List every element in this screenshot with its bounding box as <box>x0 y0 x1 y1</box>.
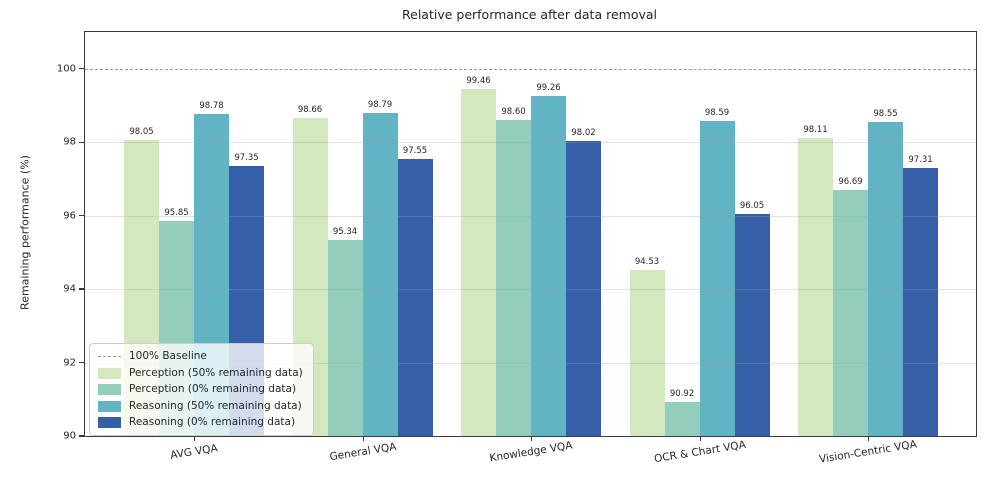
x-tick-mark <box>868 436 870 441</box>
bar-value-label: 97.35 <box>234 153 259 164</box>
x-tick-mark <box>194 436 196 441</box>
y-tick-mark <box>79 288 84 290</box>
bar-value-label: 96.05 <box>739 200 765 211</box>
bar-value-label: 96.69 <box>838 177 863 188</box>
bar-perception-0-remaining-data <box>327 239 363 436</box>
legend-color-swatch <box>98 367 121 379</box>
baseline-dashed-line-swatch <box>98 356 121 357</box>
bar-value-label: 98.78 <box>199 100 224 111</box>
legend-item-label: Reasoning (0% remaining data) <box>129 416 296 428</box>
x-tick-mark <box>531 436 533 441</box>
bar-perception-50-remaining-data <box>461 88 496 436</box>
baseline-100pct-line <box>85 68 976 70</box>
bar-perception-50-remaining-data <box>798 138 833 436</box>
x-tick-mark <box>699 436 701 441</box>
bar-value-label: 99.46 <box>466 75 491 86</box>
bar-reasoning-0-remaining-data <box>734 213 770 436</box>
legend: 100% Baseline Perception (50% remaining d… <box>89 343 314 436</box>
bar-value-label: 98.66 <box>297 104 323 115</box>
bar-perception-0-remaining-data <box>496 120 531 436</box>
x-tick-label: Vision-Centric VQA <box>818 438 918 466</box>
legend-item: Reasoning (50% remaining data) <box>98 400 303 413</box>
plot-area: 100% Baseline Perception (50% remaining d… <box>57 31 977 466</box>
bar-value-label: 95.85 <box>164 208 189 219</box>
bar-perception-0-remaining-data <box>833 190 868 436</box>
y-tick-mark <box>79 435 84 437</box>
bar-value-label: 95.34 <box>332 226 358 237</box>
legend-color-swatch <box>98 384 121 395</box>
legend-item: Perception (0% remaining data) <box>98 383 303 396</box>
y-tick-label: 100 <box>56 63 76 75</box>
bar-reasoning-50-remaining-data <box>868 121 903 436</box>
legend-item-label: Perception (0% remaining data) <box>129 383 297 395</box>
y-tick-mark <box>79 215 84 217</box>
x-tick-label: General VQA <box>328 440 397 464</box>
bar-reasoning-50-remaining-data <box>531 95 566 436</box>
y-tick-mark <box>79 141 84 143</box>
bar-value-label: 98.79 <box>367 100 393 111</box>
legend-item: Perception (50% remaining data) <box>98 367 303 380</box>
bar-value-label: 98.55 <box>873 108 898 119</box>
x-tick-label: Knowledge VQA <box>488 439 574 465</box>
x-tick-label: OCR & Chart VQA <box>652 438 747 466</box>
legend-color-swatch <box>98 417 121 428</box>
bar-reasoning-0-remaining-data <box>397 158 433 436</box>
y-tick-label: 92 <box>63 357 76 369</box>
bar-value-label: 98.05 <box>129 127 154 138</box>
x-tick-mark <box>362 436 364 441</box>
bar-value-label: 98.60 <box>501 107 526 118</box>
bar-value-label: 97.55 <box>402 145 428 156</box>
bar-perception-0-remaining-data <box>664 402 700 436</box>
chart-title: Relative performance after data removal <box>402 7 657 22</box>
y-tick-label: 94 <box>63 283 76 295</box>
bar-value-label: 99.26 <box>536 82 561 93</box>
bar-reasoning-50-remaining-data <box>362 113 398 436</box>
bar-perception-50-remaining-data <box>629 269 665 436</box>
bar-value-label: 98.59 <box>704 107 730 118</box>
bar-reasoning-0-remaining-data <box>903 167 938 436</box>
y-tick-label: 96 <box>63 210 76 222</box>
bar-value-label: 94.53 <box>634 256 660 267</box>
bar-value-label: 90.92 <box>669 389 695 400</box>
bar-value-label: 98.02 <box>571 128 596 139</box>
legend-item: 100% Baseline <box>98 350 303 363</box>
bar-reasoning-50-remaining-data <box>699 120 735 436</box>
legend-item-label: Perception (50% remaining data) <box>129 366 303 379</box>
y-tick-mark <box>79 361 84 364</box>
legend-color-swatch <box>98 400 121 412</box>
bar-value-label: 97.31 <box>908 154 933 165</box>
legend-item: Reasoning (0% remaining data) <box>98 416 303 429</box>
y-tick-label: 90 <box>63 430 76 442</box>
x-tick-label: AVG VQA <box>169 442 219 462</box>
legend-item-label: Reasoning (50% remaining data) <box>129 399 302 412</box>
y-tick-label: 98 <box>63 136 76 148</box>
legend-item-label: 100% Baseline <box>129 350 207 362</box>
y-axis-label: Remaining performance (%) <box>18 155 32 310</box>
bar-reasoning-0-remaining-data <box>566 141 601 436</box>
y-tick-mark <box>79 68 84 70</box>
bar-value-label: 98.11 <box>803 125 828 136</box>
